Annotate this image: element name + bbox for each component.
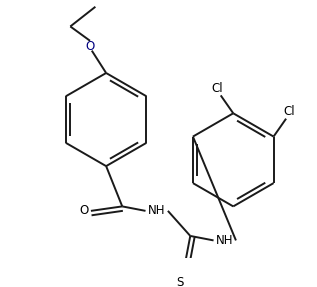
Text: Cl: Cl bbox=[211, 82, 223, 95]
Text: O: O bbox=[79, 204, 88, 217]
Text: S: S bbox=[177, 276, 184, 287]
Text: O: O bbox=[85, 40, 95, 53]
Text: NH: NH bbox=[216, 234, 233, 247]
Text: NH: NH bbox=[147, 204, 165, 217]
Text: Cl: Cl bbox=[284, 105, 295, 118]
